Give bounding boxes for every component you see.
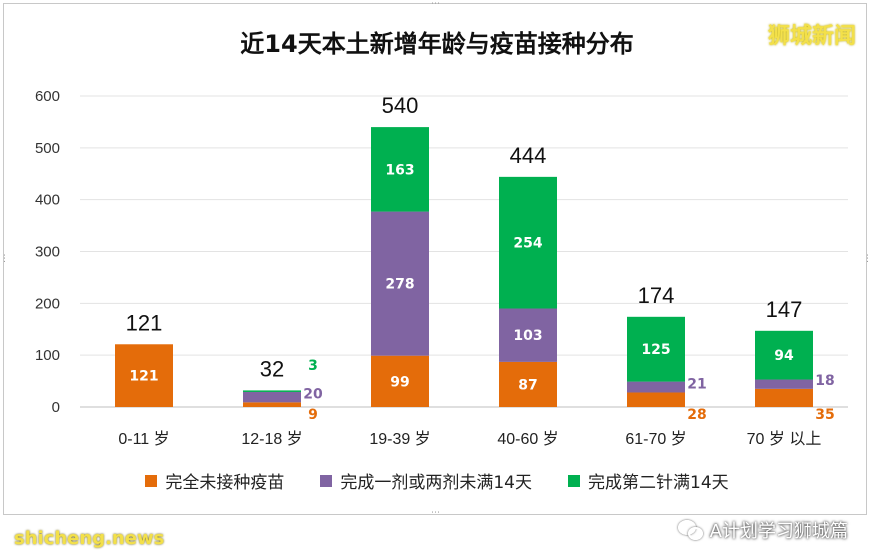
bar-segment (755, 379, 813, 389)
source-watermark: shicheng.news (14, 528, 165, 549)
chart-frame (3, 3, 867, 515)
bar-segment (499, 176, 557, 309)
resize-handle-top[interactable]: ⋯ (431, 0, 440, 9)
total-label: 147 (766, 297, 803, 322)
total-label: 444 (510, 143, 547, 168)
data-label: 9 (308, 407, 318, 423)
y-tick-label: 100 (35, 347, 60, 364)
x-category-label: 61-70 岁 (625, 430, 686, 448)
data-label: 3 (308, 358, 318, 374)
bar-segment (755, 330, 813, 380)
resize-handle-bottom[interactable]: ⋯ (431, 508, 440, 518)
bar-segment (627, 316, 685, 382)
data-label: 99 (390, 374, 409, 390)
data-label: 121 (129, 369, 158, 385)
x-category-label: 0-11 岁 (118, 430, 169, 448)
stacked-bar-chart: 0 100 200 300 400 500 600 121 121 0-11 岁 9 20 3 32 12-… (35, 88, 848, 448)
data-label: 21 (687, 376, 706, 392)
y-tick-label: 400 (35, 192, 60, 209)
bar-segment (627, 381, 685, 393)
legend-item: 完全未接种疫苗 (145, 468, 284, 493)
data-label: 125 (641, 342, 670, 358)
data-label: 20 (303, 386, 323, 402)
chart-title: 近14天本土新增年龄与疫苗接种分布 (240, 30, 634, 58)
bar-segment (627, 392, 685, 407)
total-label: 540 (382, 93, 419, 118)
y-tick-label: 500 (35, 140, 60, 157)
x-category-label: 70 岁 以上 (747, 430, 822, 448)
legend-swatch (320, 474, 333, 487)
legend-label: 完成第二针满14天 (588, 473, 729, 493)
y-tick-label: 200 (35, 295, 60, 312)
bar-segment (243, 391, 301, 403)
account-name: A计划学习狮城篇 (709, 521, 848, 542)
bar-segment (371, 127, 429, 212)
brand-watermark: 狮城新闻 (767, 24, 856, 49)
chart-legend: 完全未接种疫苗 完成一剂或两剂未满14天 完成第二针满14天 (0, 468, 874, 493)
x-category-label: 12-18 岁 (241, 430, 302, 448)
y-tick-label: 300 (35, 244, 60, 261)
legend-swatch (568, 474, 580, 487)
x-category-label: 40-60 岁 (497, 430, 558, 448)
wechat-account-label: A计划学习狮城篇 (677, 517, 848, 543)
data-label: 28 (687, 407, 706, 423)
bar-segment (371, 355, 429, 407)
data-label: 87 (518, 377, 537, 393)
total-label: 174 (638, 283, 675, 308)
wechat-icon (677, 520, 704, 540)
bar-segment (243, 390, 301, 392)
data-label: 254 (513, 236, 542, 252)
legend-item: 完成第二针满14天 (568, 468, 729, 493)
legend-item: 完成一剂或两剂未满14天 (320, 468, 532, 493)
data-label: 103 (513, 328, 542, 344)
legend-swatch (145, 474, 158, 487)
resize-handle-right[interactable]: ⋮ (863, 254, 872, 264)
data-label: 18 (815, 373, 834, 389)
data-label: 163 (385, 162, 414, 178)
y-tick-label: 0 (52, 399, 60, 416)
bar-segment (499, 308, 557, 362)
data-label: 94 (774, 348, 794, 364)
y-tick-label: 600 (35, 88, 60, 105)
bar-segment (371, 211, 429, 356)
bar-segment (755, 388, 813, 407)
bar-segment (499, 361, 557, 407)
x-category-label: 19-39 岁 (369, 430, 430, 448)
total-label: 32 (260, 356, 284, 381)
resize-handle-left[interactable]: ⋮ (0, 254, 9, 264)
legend-label: 完全未接种疫苗 (165, 473, 285, 493)
bar-segment (243, 402, 301, 407)
total-label: 121 (126, 310, 163, 335)
legend-label: 完成一剂或两剂未满14天 (340, 473, 532, 493)
bar-segment (115, 344, 173, 407)
data-label: 278 (385, 277, 414, 293)
data-label: 35 (815, 407, 834, 423)
